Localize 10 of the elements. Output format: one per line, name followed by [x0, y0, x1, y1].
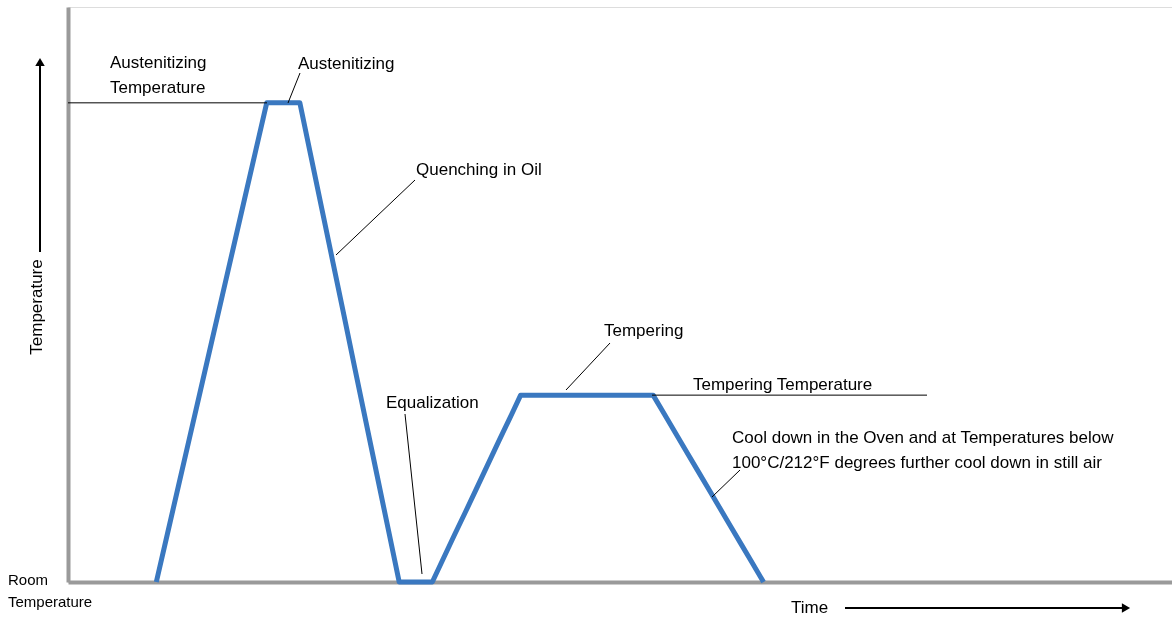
ref-line-label: Austenitizing Temperature — [110, 52, 207, 97]
annotation: Cool down in the Oven and at Temperatures below 100°C/212°F degrees further cool down in still air — [732, 428, 1115, 472]
annotation: Quenching in Oil — [416, 160, 542, 179]
annotation: Tempering — [604, 321, 684, 340]
annotation: Room Temperature — [8, 571, 93, 610]
text: Austenitizing — [298, 54, 395, 73]
x-axis-title: Time — [791, 598, 829, 617]
annotation: Equalization — [386, 393, 479, 412]
ref-line-label: Tempering Temperature — [693, 375, 873, 395]
y-axis-title: Temperature — [27, 259, 46, 355]
